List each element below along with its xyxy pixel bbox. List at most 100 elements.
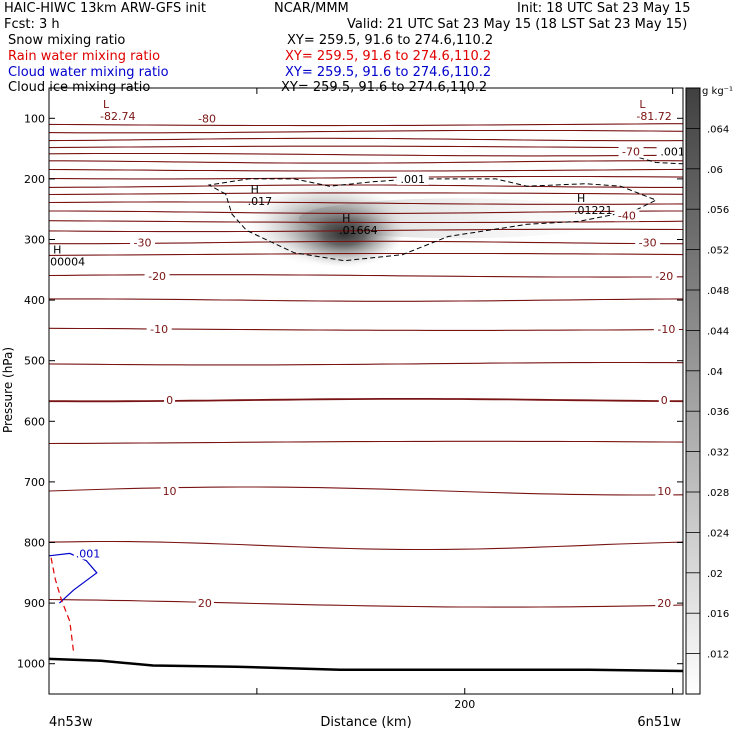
temperature-contour-line bbox=[49, 210, 683, 214]
terrain-line bbox=[49, 657, 683, 673]
extremum-type-label: H bbox=[53, 244, 61, 257]
extremum-value-label: .01664 bbox=[339, 224, 378, 237]
temperature-label: -20 bbox=[148, 270, 166, 283]
colorbar-tick-label: .012 bbox=[707, 650, 729, 661]
extremum-type-label: H bbox=[577, 192, 585, 205]
temperature-label: -10 bbox=[657, 323, 675, 336]
y-tick-label: 1000 bbox=[17, 658, 45, 671]
temperature-contour-line bbox=[49, 152, 683, 157]
colorbar: .012 .016 .02 .024 .028 .032 .036 .04 .044 .048 .0… bbox=[685, 86, 733, 695]
extremum-value-label: .017 bbox=[248, 195, 273, 208]
valid-time: Valid: 21 UTC Sat 23 May 15 (18 LST Sat … bbox=[347, 17, 688, 32]
field-xy-snow: XY= 259.5, 91.6 to 274.6,110.2 bbox=[287, 33, 494, 48]
x-right-endpoint: 6n51w bbox=[637, 715, 681, 730]
colorbar-tick-label: .024 bbox=[707, 528, 729, 539]
y-tick-label: 500 bbox=[24, 355, 45, 368]
temperature-label-bg bbox=[651, 269, 677, 282]
x-left-endpoint: 4n53w bbox=[49, 715, 93, 730]
temperature-label-bg bbox=[614, 209, 640, 222]
temperature-label: -40 bbox=[618, 209, 636, 222]
rain-water-contour bbox=[50, 557, 75, 655]
extremum-type-label: L bbox=[639, 98, 646, 111]
colorbar-tick-label: .032 bbox=[707, 448, 729, 459]
temperature-label-bg bbox=[144, 269, 170, 282]
extremum-value-label: -81.72 bbox=[636, 110, 671, 123]
colorbar-tick-label: .06 bbox=[707, 165, 723, 176]
cloud-ice-contour bbox=[207, 157, 683, 262]
y-axis-label: Pressure (hPa) bbox=[1, 347, 15, 433]
temperature-contour-line bbox=[49, 598, 683, 608]
temperature-contour-line bbox=[49, 137, 683, 142]
temperature-contour-line bbox=[49, 486, 683, 496]
rain-water-line bbox=[50, 557, 75, 655]
colorbar-tick-label: .036 bbox=[707, 407, 729, 418]
cloud-water-level-label-bg bbox=[73, 547, 106, 560]
y-tick-label: 400 bbox=[24, 294, 45, 307]
y-tick-label: 300 bbox=[24, 234, 45, 247]
temperature-contour-line bbox=[49, 228, 683, 233]
temperature-label: 0 bbox=[166, 394, 173, 407]
temperature-contour-line bbox=[49, 540, 683, 551]
temperature-label-bg bbox=[194, 112, 220, 125]
cloud-ice-level-label-bg bbox=[396, 172, 429, 185]
temperature-contour-line bbox=[49, 298, 683, 302]
y-tick-label: 600 bbox=[24, 415, 45, 428]
temperature-contour-line bbox=[49, 274, 683, 278]
colorbar-tick-label: .02 bbox=[707, 569, 723, 580]
temperature-contour-line bbox=[49, 327, 683, 331]
colorbar-tick-label: .052 bbox=[707, 246, 729, 257]
x-tick-label: 200 bbox=[454, 698, 475, 711]
colorbar-tick-label: .016 bbox=[707, 609, 729, 620]
colorbar-unit: g kg⁻¹ bbox=[702, 86, 733, 97]
temperature-contour-line bbox=[49, 168, 683, 172]
organization-label: NCAR/MMM bbox=[274, 1, 349, 16]
temperature-label-bg bbox=[618, 145, 644, 158]
field-xy-rain: XY= 259.5, 91.6 to 274.6,110.2 bbox=[285, 49, 492, 64]
temperature-label: -80 bbox=[198, 112, 216, 125]
cloud-ice-outline bbox=[207, 178, 658, 262]
extremum-type-label: H bbox=[342, 212, 350, 225]
y-tick-label: 700 bbox=[24, 476, 45, 489]
terrain-surface bbox=[49, 657, 683, 673]
field-name-cloud-water: Cloud water mixing ratio bbox=[8, 65, 169, 80]
temperature-contour-line bbox=[49, 252, 683, 256]
model-title: HAIC-HIWC 13km ARW-GFS init bbox=[4, 1, 206, 16]
cloud-ice-corner bbox=[639, 157, 683, 165]
temperature-contour-line bbox=[49, 361, 683, 366]
y-tick-label: 100 bbox=[24, 112, 45, 125]
colorbar-ticks: .012 .016 .02 .024 .028 .032 .036 .04 .044 .048 .0… bbox=[686, 124, 729, 661]
temperature-label: 10 bbox=[163, 485, 177, 498]
temperature-label-bg bbox=[146, 323, 172, 336]
temperature-contour-line bbox=[49, 129, 683, 134]
y-tick-label: 900 bbox=[24, 597, 45, 610]
temperature-contour-line bbox=[49, 145, 683, 149]
colorbar-tick-label: .048 bbox=[707, 286, 729, 297]
temperature-contour-line bbox=[49, 123, 683, 127]
temperature-contour-line bbox=[49, 160, 683, 164]
colorbar-gradient bbox=[685, 87, 701, 695]
colorbar-tick-label: .04 bbox=[707, 367, 723, 378]
temperature-label: 0 bbox=[661, 394, 668, 407]
temperature-label: 10 bbox=[657, 485, 671, 498]
temperature-label-bg bbox=[130, 236, 156, 249]
temperature-label-bg bbox=[655, 597, 674, 610]
cloud-water-contour bbox=[49, 552, 98, 604]
temperature-label-bg bbox=[164, 394, 176, 407]
x-axis-label: Distance (km) bbox=[320, 715, 411, 730]
temperature-label-bg bbox=[653, 323, 679, 336]
extremum-value-label: .01221 bbox=[574, 204, 613, 217]
cloud-water-level-label: .001 bbox=[76, 547, 101, 560]
cloud-water-line bbox=[49, 552, 98, 604]
contour-labels: -80 -70 -40 -30 -30 -20 -20 -10 -10 0 0 10 10 20 20 .00… bbox=[50, 98, 683, 610]
field-xy-cloud-water: XY= 259.5, 91.6 to 274.6,110.2 bbox=[285, 65, 492, 80]
plot-frame bbox=[48, 87, 684, 695]
temperature-contour-line bbox=[49, 220, 683, 224]
temperature-label: -30 bbox=[639, 237, 657, 250]
field-name-snow: Snow mixing ratio bbox=[8, 33, 126, 48]
forecast-hour: Fcst: 3 h bbox=[4, 17, 60, 32]
temperature-label: 20 bbox=[198, 597, 212, 610]
extremum-value-label: -82.74 bbox=[100, 110, 135, 123]
temperature-label-bg bbox=[635, 236, 661, 249]
temperature-label-bg bbox=[160, 484, 179, 497]
